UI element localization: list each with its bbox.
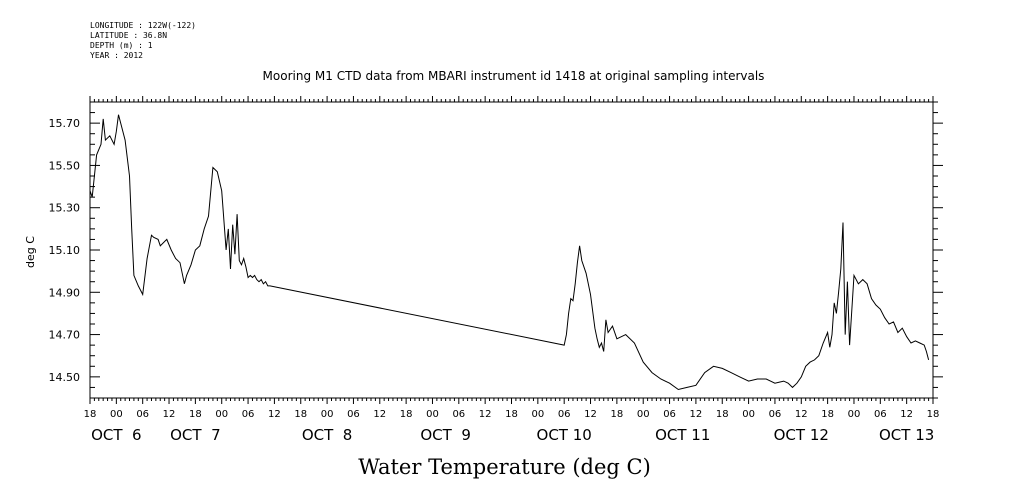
x-tick-label: 12: [268, 409, 281, 420]
x-tick-labels: 18 00 06 12 18 00 06 12 18 00 06 12 18 00 06 12 18 00 06 12…: [84, 409, 940, 420]
x-tick-label: 06: [452, 409, 465, 420]
x-tick-label: 18: [84, 409, 97, 420]
x-tick-label: 06: [769, 409, 782, 420]
x-tick-label: 12: [900, 409, 913, 420]
x-tick-label: 00: [848, 409, 861, 420]
x-tick-label: 06: [874, 409, 887, 420]
plot-frame: [89, 101, 934, 399]
x-tick-label: 06: [136, 409, 149, 420]
chart-title: Mooring M1 CTD data from MBARI instrumen…: [262, 69, 765, 83]
date-label: OCT 10: [537, 426, 592, 444]
x-tick-label: 00: [742, 409, 755, 420]
y-tick-label: 15.30: [49, 202, 81, 215]
x-tick-label: 12: [584, 409, 597, 420]
y-axis-label: deg C: [24, 236, 37, 268]
x-tick-label: 06: [558, 409, 571, 420]
year-label: YEAR : 2012: [90, 51, 143, 60]
x-tick-label: 12: [795, 409, 808, 420]
x-tick-label: 18: [821, 409, 834, 420]
y-tick-label: 15.10: [49, 244, 81, 257]
date-label: OCT 9: [420, 426, 471, 444]
x-tick-label: 18: [400, 409, 413, 420]
metadata-block: LONGITUDE : 122W(-122) LATITUDE : 36.8N …: [90, 21, 196, 61]
x-axis-title: Water Temperature (deg C): [358, 455, 651, 479]
y-tick-label: 15.50: [49, 159, 81, 172]
latitude-label: LATITUDE : 36.8N: [90, 31, 168, 40]
y-tick-label: 14.90: [49, 286, 81, 299]
date-label: OCT 7: [170, 426, 221, 444]
x-axis-ticks: [89, 96, 934, 404]
x-tick-label: 00: [110, 409, 123, 420]
y-tick-label: 14.50: [49, 371, 81, 384]
x-tick-label: 12: [163, 409, 176, 420]
y-tick-labels: 14.50 14.70 14.90 15.10 15.30 15.50 15.70: [49, 117, 81, 384]
date-label: OCT 6: [91, 426, 142, 444]
x-tick-label: 00: [321, 409, 334, 420]
y-tick-label: 14.70: [49, 329, 81, 342]
x-tick-label: 06: [347, 409, 360, 420]
date-label: OCT 12: [774, 426, 829, 444]
depth-label: DEPTH (m) : 1: [90, 41, 153, 50]
date-label: OCT 8: [302, 426, 353, 444]
x-tick-label: 18: [189, 409, 202, 420]
x-tick-label: 00: [215, 409, 228, 420]
longitude-label: LONGITUDE : 122W(-122): [90, 21, 196, 30]
x-tick-label: 18: [716, 409, 729, 420]
x-tick-label: 06: [242, 409, 255, 420]
chart-plot: 18 00 06 12 18 00 06 12 18 00 06 12 18 00 06 12 18 00 06 12…: [24, 96, 943, 444]
x-tick-label: 00: [426, 409, 439, 420]
x-tick-label: 12: [479, 409, 492, 420]
date-labels: OCT 6 OCT 7 OCT 8 OCT 9 OCT 10 OCT 11 OCT 12 OC…: [91, 426, 934, 444]
y-axis-ticks: [90, 101, 943, 399]
x-tick-label: 12: [690, 409, 703, 420]
x-tick-label: 06: [663, 409, 676, 420]
x-tick-label: 18: [611, 409, 624, 420]
x-tick-label: 00: [637, 409, 650, 420]
y-tick-label: 15.70: [49, 117, 81, 130]
x-tick-label: 18: [927, 409, 940, 420]
x-tick-label: 12: [373, 409, 386, 420]
temperature-series-line: [89, 114, 930, 391]
date-label: OCT 11: [655, 426, 710, 444]
x-tick-label: 00: [531, 409, 544, 420]
x-tick-label: 18: [505, 409, 518, 420]
date-label: OCT 13: [879, 426, 934, 444]
x-tick-label: 18: [294, 409, 307, 420]
